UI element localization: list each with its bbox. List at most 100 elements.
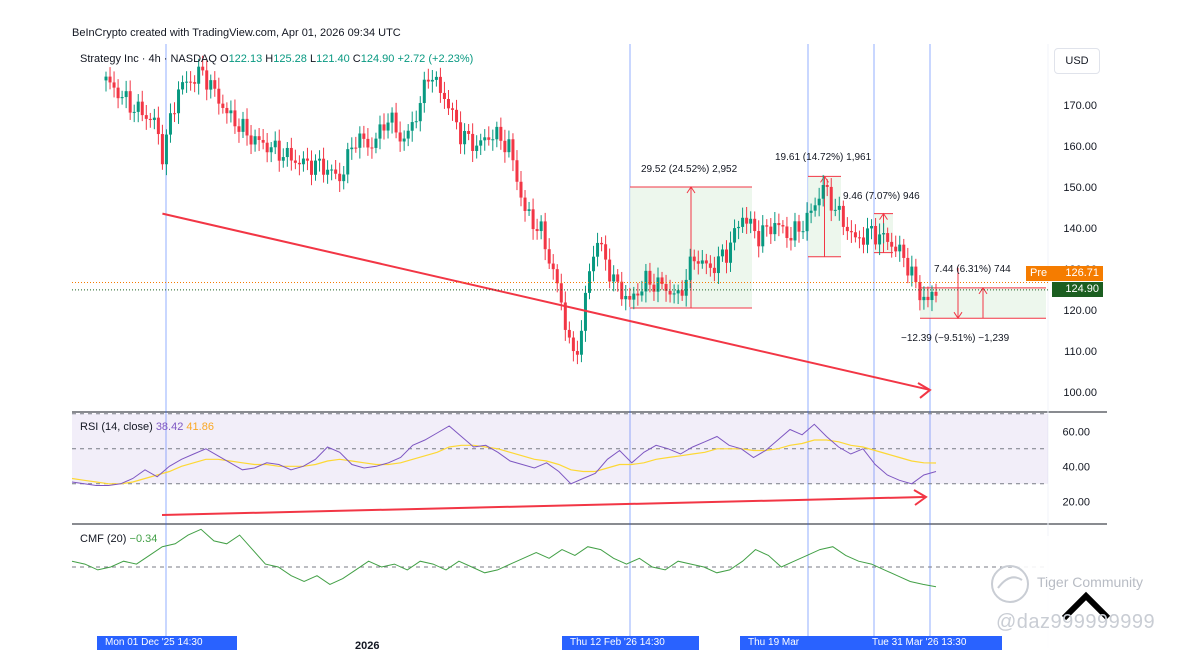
cmf-legend[interactable]: CMF (20) −0.34 <box>80 533 157 545</box>
candle <box>293 160 297 163</box>
cmf-name: CMF (20) <box>80 533 127 545</box>
candle <box>164 134 168 165</box>
candle <box>813 205 817 211</box>
candle <box>684 279 688 296</box>
grid-layer <box>72 44 1107 648</box>
candle <box>624 295 628 300</box>
candle <box>487 137 491 140</box>
candle <box>181 82 185 90</box>
candle <box>491 139 495 141</box>
rsi-legend[interactable]: RSI (14, close) 38.42 41.86 <box>80 421 214 433</box>
candle <box>914 266 918 283</box>
candle <box>136 101 140 112</box>
scroll-up-icon[interactable] <box>1060 586 1112 622</box>
candle <box>386 122 390 131</box>
candle <box>543 221 547 250</box>
rsi-ma-line <box>71 439 937 485</box>
candle <box>245 118 249 136</box>
rsi-trendline <box>161 496 925 516</box>
rsi-line <box>71 423 937 486</box>
candle <box>160 134 164 165</box>
candle <box>350 147 354 150</box>
date-label-1: Mon 01 Dec '25 14:30 <box>97 636 237 650</box>
candle <box>825 185 829 187</box>
candle <box>829 186 833 211</box>
candle <box>241 118 245 132</box>
candle <box>414 121 418 123</box>
candle <box>676 290 680 294</box>
candle <box>708 263 712 268</box>
candle <box>442 92 446 99</box>
candle <box>495 126 499 140</box>
candle <box>765 225 769 227</box>
close-value: 124.90 <box>360 53 395 65</box>
candle <box>930 291 934 301</box>
candle <box>656 277 660 292</box>
candle <box>305 158 309 161</box>
ohlc-legend: Strategy Inc · 4h · NASDAQ O122.13 H125.… <box>80 53 473 65</box>
trendline <box>162 212 931 391</box>
rsi-value: 38.42 <box>155 421 184 433</box>
candle <box>837 205 841 210</box>
low-label: L <box>309 53 317 65</box>
candle <box>849 231 853 233</box>
range-arrow-head <box>953 311 963 320</box>
symbol-label[interactable]: Strategy Inc · 4h · NASDAQ <box>80 53 217 65</box>
candle <box>390 112 394 123</box>
price-tick-label: 120.00 <box>1063 305 1097 317</box>
price-tick-label: 140.00 <box>1063 223 1097 235</box>
candle <box>853 232 857 238</box>
last-value: 124.90 <box>1065 283 1099 295</box>
candle <box>539 221 543 232</box>
candle <box>890 241 894 247</box>
candle <box>757 231 761 247</box>
candle <box>801 231 805 233</box>
candle <box>769 226 773 235</box>
candle <box>716 256 720 274</box>
date-label-4: Tue 31 Mar '26 13:30 <box>864 636 1002 650</box>
candle <box>382 124 386 131</box>
candle <box>422 79 426 104</box>
candle <box>692 256 696 262</box>
candle <box>523 197 527 211</box>
candle <box>551 263 555 270</box>
candle <box>833 209 837 211</box>
candle <box>402 138 406 142</box>
candle <box>600 242 604 245</box>
candle <box>620 281 624 300</box>
pre-value: 126.71 <box>1065 267 1099 279</box>
candle <box>172 113 176 115</box>
candle <box>567 329 571 338</box>
price-axis: 170.00160.00150.00140.00130.00120.00110.… <box>1062 100 1097 508</box>
candle <box>148 118 152 121</box>
candle <box>861 237 865 245</box>
candle <box>616 274 620 282</box>
currency-button[interactable]: USD <box>1054 48 1100 74</box>
candle <box>261 139 265 143</box>
rsi-trendline-arrowhead <box>913 489 928 506</box>
candle <box>583 292 587 331</box>
candle <box>587 271 591 293</box>
candle <box>483 137 487 141</box>
candle <box>326 169 330 175</box>
candle <box>805 212 809 232</box>
date-label-2: Thu 12 Feb '26 14:30 <box>562 636 699 650</box>
candle <box>193 82 197 84</box>
candle <box>555 269 559 284</box>
chart-credit: BeInCrypto created with TradingView.com,… <box>72 27 401 39</box>
open-label: O <box>220 53 229 65</box>
candle <box>515 160 519 182</box>
candle <box>378 124 382 139</box>
change-value: +2.72 (+2.23%) <box>397 53 474 65</box>
candle <box>116 87 120 99</box>
price-pane: 29.52 (24.52%) 2,952 19.61 (14.72%) 1,961… <box>72 55 1048 399</box>
candle <box>446 98 450 109</box>
candle <box>301 158 305 165</box>
candle <box>205 70 209 90</box>
candle <box>547 249 551 264</box>
candle <box>817 198 821 206</box>
open-value: 122.13 <box>228 53 263 65</box>
candle <box>535 229 539 232</box>
candle <box>289 147 293 161</box>
